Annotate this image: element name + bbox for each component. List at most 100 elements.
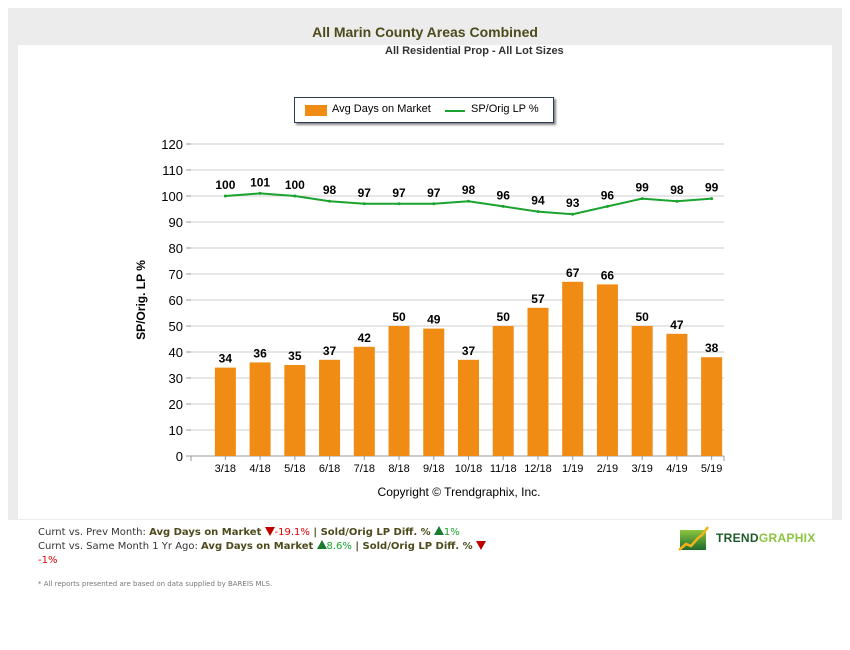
y-tick-label: 20 [169,397,183,412]
bar-data-label: 47 [670,318,684,332]
summary-metric: Avg Days on Market [201,541,314,552]
bar-data-label: 67 [566,266,580,280]
line-data-label: 98 [462,183,476,197]
bar [527,307,549,456]
line-point [710,197,714,201]
legend-bar-swatch [305,105,327,116]
bar-data-label: 37 [323,344,337,358]
line-data-label: 97 [392,186,406,200]
bar-data-label: 38 [705,341,719,355]
bar [214,367,236,456]
summary-label: Curnt vs. Same Month 1 Yr Ago: [38,541,202,552]
x-tick-label: 11/18 [490,463,517,475]
x-tick-label: 8/18 [388,463,409,475]
bar [596,284,618,456]
y-tick-label: 70 [169,267,183,282]
x-tick-label: 6/18 [319,463,340,475]
x-tick-label: 4/19 [666,463,687,475]
bar [388,326,410,456]
arrow-up-icon [433,526,444,535]
y-tick-label: 110 [162,163,183,178]
line-point [536,210,540,214]
footnote: * All reports presented are based on dat… [38,580,273,588]
combo-chart: 0 10 20 30 40 50 60 70 80 90 100 110 120 3/18 4/18 5/1… [134,137,725,499]
logo-text-graphix: GRAPHIX [758,531,816,545]
line-data-label: 96 [497,188,511,202]
x-tick-label: 3/19 [631,463,652,475]
summary-row-prev-month: Curnt vs. Prev Month: Avg Days on Market… [38,526,486,540]
line-point [571,212,575,216]
summary-stats: Curnt vs. Prev Month: Avg Days on Market… [38,526,486,568]
bar-data-label: 50 [392,310,406,324]
line-point [328,199,332,203]
line-data-label: 94 [531,194,545,208]
bar-data-label: 57 [531,292,545,306]
line-point [432,202,436,206]
bar [631,326,653,456]
line-data-label: 101 [250,175,270,189]
summary-metric: Sold/Orig LP Diff. % [362,541,473,552]
legend-bar-label: Avg Days on Market [332,103,431,115]
bar [666,333,688,456]
line-point [362,202,366,206]
line-data-label: 99 [635,181,649,195]
x-tick-label: 2/19 [597,463,618,475]
x-tick-label: 5/19 [701,463,722,475]
legend-line-swatch [445,110,465,112]
line-point [258,191,262,195]
bar-data-label: 66 [601,268,615,282]
bar [319,359,341,456]
line-point [467,199,470,203]
y-tick-label: 40 [169,345,183,360]
page-title: All Marin County Areas Combined [312,24,538,40]
summary-label: Curnt vs. Prev Month: [38,527,150,538]
separator: | [351,541,363,552]
line-data-label: 96 [601,188,615,202]
bar-data-label: 37 [462,344,476,358]
bar [284,365,306,456]
line-point [223,194,227,198]
bar-series [214,281,723,456]
summary-value: 8.6% [326,541,352,552]
arrow-up-icon [316,540,327,549]
y-tick-label: 90 [169,215,183,230]
bar [423,328,445,456]
y-tick-label: 80 [169,241,183,256]
y-tick-label: 100 [161,189,183,204]
x-tick-label: 5/18 [284,463,305,475]
y-axis: 0 10 20 30 40 50 60 70 80 90 100 110 120 [161,137,191,464]
summary-row-year-ago: Curnt vs. Same Month 1 Yr Ago: Avg Days … [38,540,486,568]
y-tick-label: 0 [176,449,183,464]
bar-data-labels: 34 36 35 37 42 50 49 37 50 57 67 66 50 47 38 [219,266,719,366]
line-point [605,204,609,208]
bar [562,281,584,456]
y-tick-label: 30 [169,371,183,386]
x-tick-label: 4/18 [249,463,270,475]
bar [249,362,271,456]
y-tick-label: 60 [169,293,183,308]
legend-line-label: SP/Orig LP % [471,103,539,115]
x-tick-label: 1/19 [562,463,583,475]
summary-value: -19.1% [274,527,310,538]
bar-data-label: 34 [219,352,233,366]
y-tick-label: 50 [169,319,183,334]
summary-value: 1% [443,527,460,538]
arrow-down-icon [475,541,486,550]
line-data-label: 93 [566,196,580,210]
line-data-label: 100 [215,178,235,192]
x-tick-label: 9/18 [423,463,444,475]
trend-chart-icon [678,526,709,551]
x-tick-label: 12/18 [524,463,552,475]
line-data-label: 97 [427,186,441,200]
y-axis-label: SP/Orig. LP % [134,260,148,340]
line-point [501,204,505,208]
x-tick-label: 7/18 [354,463,375,475]
bar [701,357,723,456]
trendgraphix-logo: TRENDGRAPHIX [678,526,838,552]
bar-data-label: 50 [497,310,511,324]
line-point [675,199,679,203]
copyright-text: Copyright © Trendgraphix, Inc. [378,485,541,499]
summary-value: -1% [38,555,58,566]
line-data-label: 98 [323,183,337,197]
summary-metric: Avg Days on Market [149,527,262,538]
